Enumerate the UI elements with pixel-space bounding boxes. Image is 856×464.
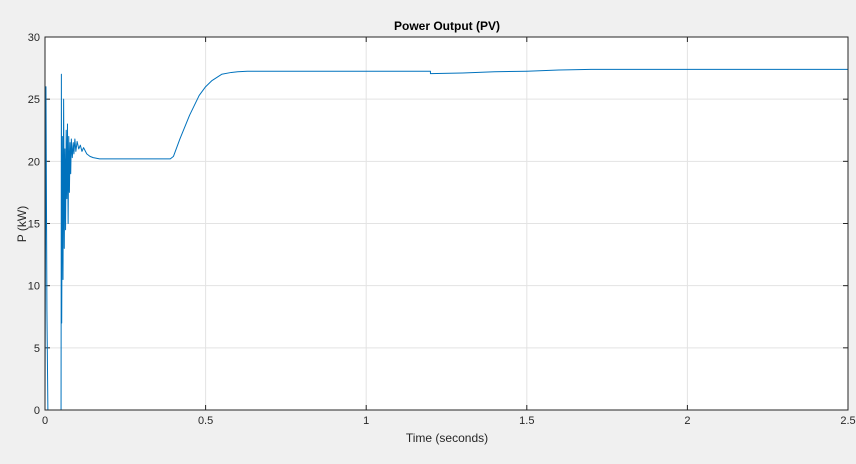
x-tick-label: 0 xyxy=(42,415,48,427)
y-tick-label: 20 xyxy=(28,156,40,168)
x-axis-label: Time (seconds) xyxy=(406,431,488,445)
x-tick-label: 1.5 xyxy=(519,415,534,427)
y-tick-label: 0 xyxy=(34,405,40,417)
y-tick-label: 10 xyxy=(28,281,40,293)
x-tick-label: 0.5 xyxy=(198,415,213,427)
x-tick-label: 2 xyxy=(684,415,690,427)
y-tick-label: 5 xyxy=(34,343,40,355)
chart-title: Power Output (PV) xyxy=(394,19,500,33)
x-tick-label: 2.5 xyxy=(840,415,855,427)
plot-frame xyxy=(44,36,849,411)
grid xyxy=(45,37,848,410)
y-tick-label: 15 xyxy=(28,219,40,231)
y-tick-label: 25 xyxy=(28,94,40,106)
y-tick-label: 30 xyxy=(28,32,40,44)
y-axis-label: P (kW) xyxy=(15,206,29,242)
series-layer xyxy=(44,68,848,411)
ticks: 0 0.5 1 1.5 2 2.5 0 5 10 15 20 25 30 xyxy=(28,32,856,427)
x-tick-label: 1 xyxy=(363,415,369,427)
series-line-1 xyxy=(44,68,848,411)
